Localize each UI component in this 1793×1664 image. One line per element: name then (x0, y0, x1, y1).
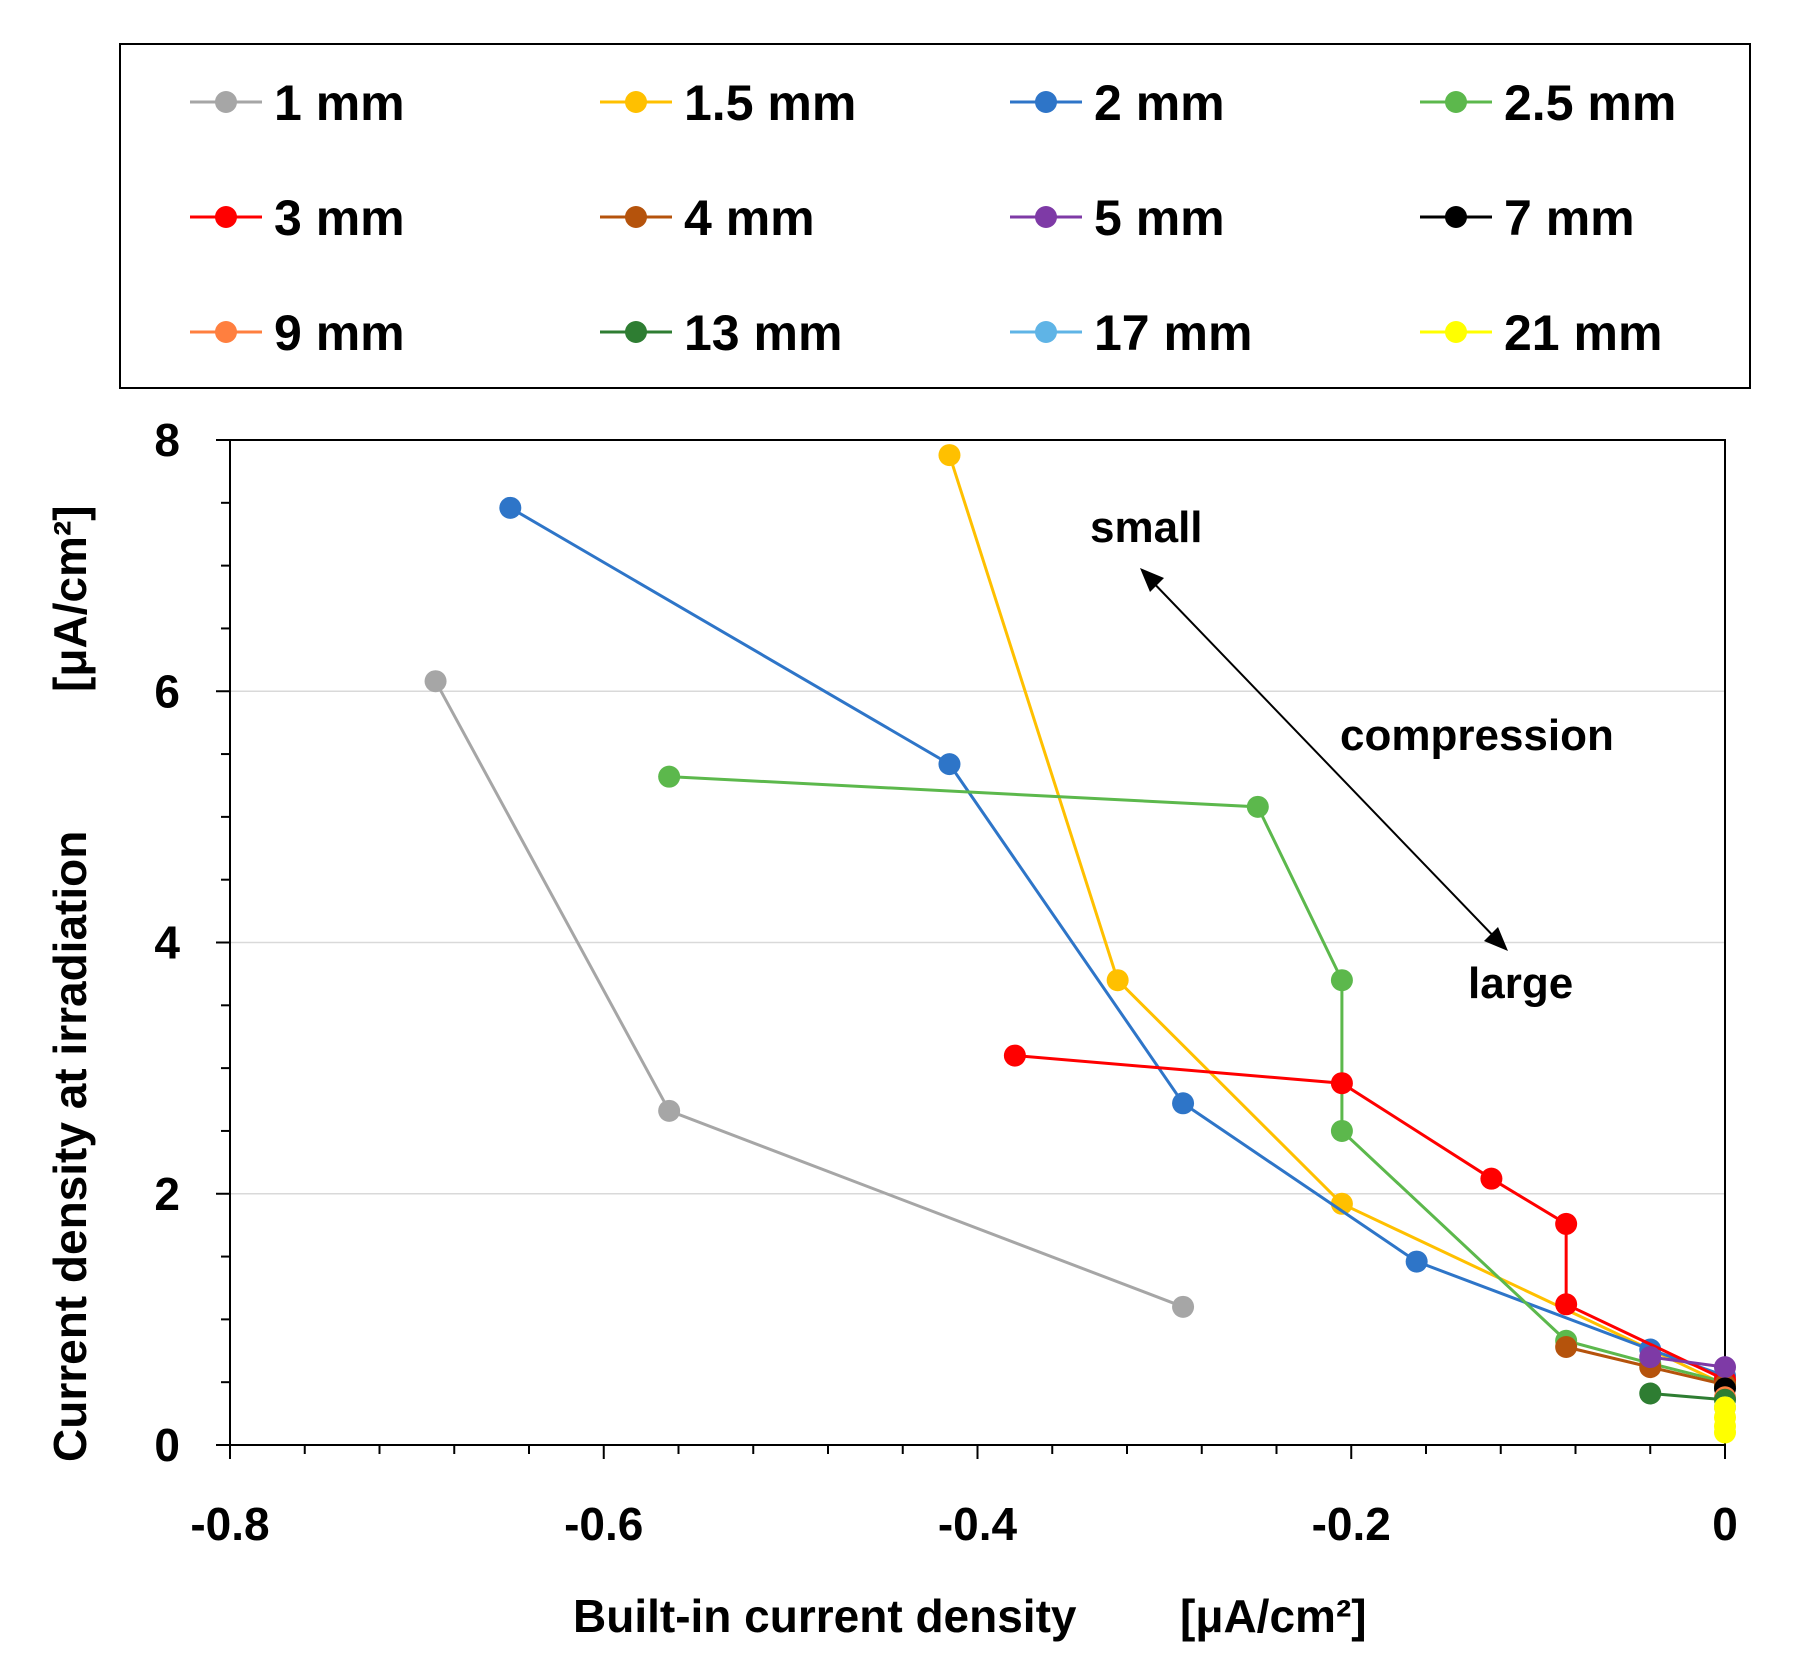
series-line-2-mm (509, 506, 1726, 1378)
data-point-1-5-mm-2 (1330, 1192, 1353, 1215)
annotation-large: large (1468, 959, 1573, 1008)
data-point-3-mm-1 (1330, 1072, 1353, 1095)
legend-item-4-mm: 4 mm (600, 190, 815, 246)
legend-item-2-mm: 2 mm (1010, 75, 1225, 131)
series-layer (424, 444, 1736, 1444)
series-5-mm (1639, 1346, 1736, 1379)
legend-label: 9 mm (274, 305, 405, 361)
data-point-21-mm-3 (1714, 1421, 1736, 1444)
legend-label: 2.5 mm (1504, 75, 1676, 131)
x-tick-label-1: -0.6 (564, 1498, 643, 1550)
gridlines (230, 690, 1725, 1195)
legend-label: 1.5 mm (684, 75, 856, 131)
data-point-2-5-mm-2 (1330, 969, 1353, 992)
data-point-13-mm-0 (1639, 1382, 1662, 1405)
y-tick-label-2: 4 (154, 917, 180, 969)
x-tick-label-4: 0 (1712, 1498, 1738, 1550)
data-point-5-mm-0 (1639, 1346, 1662, 1369)
data-point-4-mm-0 (1555, 1336, 1578, 1359)
legend-label: 2 mm (1094, 75, 1225, 131)
data-point-2-mm-3 (1405, 1250, 1428, 1273)
data-point-2-mm-1 (938, 753, 961, 776)
legend-swatch-marker (1035, 91, 1057, 113)
legend-label: 3 mm (274, 190, 405, 246)
x-axis-unit: [μA/cm²] (1180, 1590, 1367, 1642)
legend-swatch-marker (625, 91, 647, 113)
data-point-3-mm-4 (1555, 1293, 1578, 1316)
data-point-1-5-mm-1 (1106, 969, 1129, 992)
series-line-3-mm (1014, 1054, 1726, 1382)
data-point-3-mm-3 (1555, 1212, 1578, 1235)
data-point-1-mm-0 (424, 670, 447, 693)
data-point-2-5-mm-1 (1246, 795, 1269, 818)
legend: 1 mm 1.5 mm 2 mm 2.5 mm 3 mm 4 mm 5 mm 7 mm 9 mm… (190, 75, 1676, 361)
legend-swatch-marker (625, 321, 647, 343)
legend-swatch-marker (1445, 91, 1467, 113)
series-line-1-5-mm (948, 454, 1726, 1387)
legend-item-5-mm: 5 mm (1010, 190, 1225, 246)
series-line-5-mm (1650, 1355, 1726, 1369)
legend-label: 17 mm (1094, 305, 1252, 361)
legend-swatch-marker (215, 321, 237, 343)
legend-item-21-mm: 21 mm (1420, 305, 1662, 361)
legend-item-1-5-mm: 1.5 mm (600, 75, 856, 131)
x-tick-label-2: -0.4 (938, 1498, 1018, 1550)
y-tick-label-4: 8 (154, 414, 180, 466)
data-point-1-mm-1 (658, 1099, 681, 1122)
legend-label: 5 mm (1094, 190, 1225, 246)
legend-swatch-marker (1445, 321, 1467, 343)
arrow-head-down-icon (1484, 927, 1508, 951)
data-point-2-5-mm-0 (658, 765, 681, 788)
legend-swatch-marker (1035, 321, 1057, 343)
legend-item-17-mm: 17 mm (1010, 305, 1252, 361)
legend-swatch-marker (215, 91, 237, 113)
legend-swatch-marker (1445, 206, 1467, 228)
data-point-2-mm-2 (1172, 1092, 1195, 1115)
series-21-mm (1714, 1396, 1736, 1444)
annotation-small: small (1090, 503, 1203, 552)
annotation-compression: compression (1340, 711, 1614, 760)
legend-swatch-marker (625, 206, 647, 228)
legend-item-1-mm: 1 mm (190, 75, 405, 131)
x-tick-label-0: -0.8 (190, 1498, 269, 1550)
legend-label: 13 mm (684, 305, 842, 361)
y-tick-label-0: 0 (154, 1419, 180, 1471)
legend-item-7-mm: 7 mm (1420, 190, 1635, 246)
legend-swatch-marker (1035, 206, 1057, 228)
legend-item-2-5-mm: 2.5 mm (1420, 75, 1676, 131)
legend-label: 21 mm (1504, 305, 1662, 361)
legend-label: 1 mm (274, 75, 405, 131)
x-axis-title: Built-in current density (573, 1590, 1077, 1642)
data-point-3-mm-0 (1003, 1044, 1026, 1067)
arrow-head-up-icon (1140, 568, 1164, 592)
legend-item-3-mm: 3 mm (190, 190, 405, 246)
series-line-13-mm (1650, 1391, 1726, 1402)
data-point-1-mm-2 (1172, 1295, 1195, 1318)
data-point-3-mm-2 (1480, 1167, 1503, 1190)
series-line-1-mm (434, 680, 1184, 1309)
axis-ticks: -0.8 -0.6 -0.4 -0.2 0 0 2 4 6 8 (154, 414, 1737, 1550)
y-axis-title: Current density at irradiation (44, 831, 96, 1462)
compression-arrow (1140, 568, 1508, 951)
y-tick-label-1: 2 (154, 1168, 180, 1220)
legend-item-13-mm: 13 mm (600, 305, 842, 361)
data-point-1-5-mm-0 (938, 444, 961, 467)
legend-item-9-mm: 9 mm (190, 305, 405, 361)
series-1-mm (424, 670, 1195, 1318)
data-point-2-5-mm-3 (1330, 1119, 1353, 1142)
data-point-2-mm-0 (499, 496, 522, 519)
legend-label: 7 mm (1504, 190, 1635, 246)
x-tick-label-3: -0.2 (1312, 1498, 1391, 1550)
legend-label: 4 mm (684, 190, 815, 246)
y-axis-unit: [μA/cm²] (44, 505, 96, 692)
legend-swatch-marker (215, 206, 237, 228)
y-tick-label-3: 6 (154, 665, 180, 717)
data-point-5-mm-1 (1714, 1356, 1736, 1379)
